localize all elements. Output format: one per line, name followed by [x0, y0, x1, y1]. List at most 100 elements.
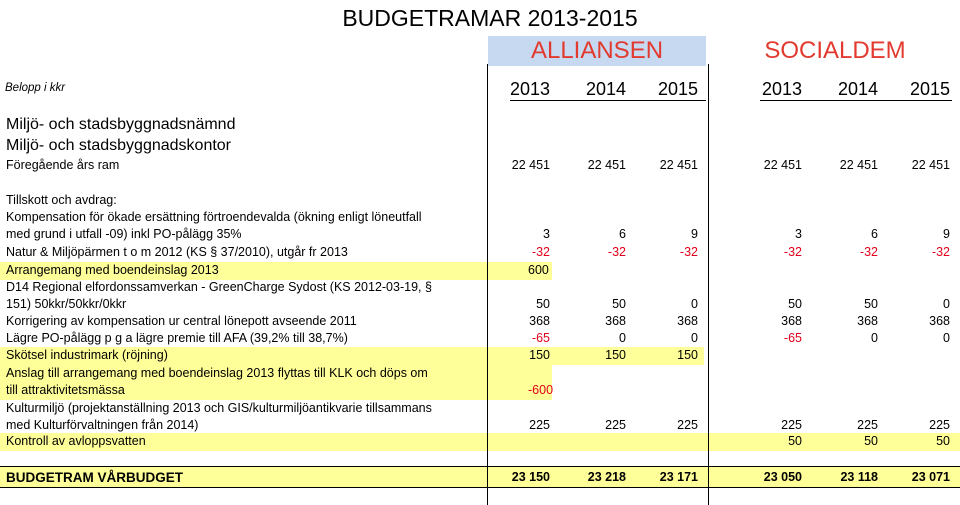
cell: 368 — [529, 314, 550, 328]
cell: 225 — [529, 418, 550, 432]
cell: 23 071 — [911, 470, 950, 484]
column-separator — [487, 64, 488, 505]
cell: 50 — [536, 297, 550, 311]
year-underline — [760, 100, 952, 101]
cell: 22 451 — [659, 158, 698, 172]
row-label: Skötsel industrimark (röjning) — [6, 348, 168, 362]
row-label: Korrigering av kompensation ur central l… — [6, 314, 357, 328]
total-divider — [0, 466, 960, 467]
cell: 368 — [605, 314, 626, 328]
cell: 150 — [605, 348, 626, 362]
cell: 225 — [605, 418, 626, 432]
cell: 225 — [781, 418, 802, 432]
cell: 50 — [612, 297, 626, 311]
cell: 23 171 — [659, 470, 698, 484]
row-label: Tillskott och avdrag: — [6, 193, 117, 207]
cell: -600 — [528, 383, 554, 397]
table-row: Kulturmiljö (projektanställning 2013 och… — [0, 400, 960, 434]
year-header: 2013 — [761, 79, 802, 99]
cell: 225 — [857, 418, 878, 432]
year-underline — [510, 100, 706, 101]
row-label: Föregående års ram — [6, 158, 120, 172]
cell: 0 — [691, 331, 698, 345]
cell: 6 — [619, 227, 626, 241]
cell: 50 — [864, 434, 878, 448]
cell: 368 — [929, 314, 950, 328]
row-label: Kulturmiljö (projektanställning 2013 och… — [6, 401, 432, 432]
row-highlight — [0, 433, 960, 451]
cell: 0 — [871, 331, 878, 345]
cell: -32 — [531, 245, 550, 259]
table-row: Anslag till arrangemang med boendeinslag… — [0, 365, 960, 400]
year-header: 2013 — [509, 79, 550, 99]
row-highlight — [0, 262, 552, 280]
table-row: Kompensation för ökade ersättning förtro… — [0, 209, 960, 243]
table-row: Tillskott och avdrag: — [0, 192, 960, 210]
table-row: Lägre PO-pålägg p g a lägre premie till … — [0, 330, 960, 348]
cell: 150 — [529, 348, 550, 362]
table-row: Korrigering av kompensation ur central l… — [0, 313, 960, 331]
cell: 225 — [929, 418, 950, 432]
cell: 22 451 — [763, 158, 802, 172]
cell: 225 — [677, 418, 698, 432]
cell: 0 — [943, 331, 950, 345]
cell: 22 451 — [587, 158, 626, 172]
cell: 50 — [936, 434, 950, 448]
cell: 6 — [871, 227, 878, 241]
row-highlight — [0, 347, 704, 365]
row-label: Kontroll av avloppsvatten — [6, 434, 146, 448]
cell: 9 — [943, 227, 950, 241]
cell: 50 — [788, 297, 802, 311]
cell: 368 — [781, 314, 802, 328]
cell: 368 — [677, 314, 698, 328]
cell: 3 — [795, 227, 802, 241]
table-row: Arrangemang med boendeinslag 2013 600 — [0, 262, 960, 280]
cell: -32 — [859, 245, 878, 259]
cell: 368 — [857, 314, 878, 328]
cell: -32 — [607, 245, 626, 259]
cell: 50 — [864, 297, 878, 311]
cell: 22 451 — [511, 158, 550, 172]
table-row: Föregående års ram 22 451 22 451 22 451 … — [0, 157, 960, 175]
cell: -32 — [931, 245, 950, 259]
cell: 22 451 — [839, 158, 878, 172]
cell: 22 451 — [911, 158, 950, 172]
unit-label: Belopp i kkr — [5, 82, 66, 94]
cell: -32 — [783, 245, 802, 259]
year-header: 2015 — [657, 79, 698, 99]
total-divider — [0, 487, 960, 488]
cell: 23 050 — [763, 470, 802, 484]
page-title: BUDGETRAMAR 2013-2015 — [342, 5, 638, 31]
cell: 23 218 — [587, 470, 626, 484]
row-highlight — [0, 467, 960, 487]
cell: 23 150 — [511, 470, 550, 484]
cell: 150 — [677, 348, 698, 362]
cell: 3 — [543, 227, 550, 241]
total-label: BUDGETRAM VÅRBUDGET — [6, 470, 183, 485]
row-label: Arrangemang med boendeinslag 2013 — [6, 263, 219, 277]
row-highlight — [0, 365, 552, 400]
row-label: D14 Regional elfordonssamverkan - GreenC… — [6, 280, 432, 311]
cell: 600 — [528, 263, 549, 277]
group-header-socialdem: SOCIALDEM — [764, 37, 906, 64]
row-label: Natur & Miljöpärmen t o m 2012 (KS § 37/… — [6, 245, 348, 259]
cell: 0 — [691, 297, 698, 311]
row-label: Anslag till arrangemang med boendeinslag… — [6, 366, 428, 397]
section-title: Miljö- och stadsbyggnadsnämnd — [6, 116, 236, 133]
year-header: 2015 — [909, 79, 950, 99]
column-separator — [708, 64, 709, 505]
cell: -65 — [783, 331, 802, 345]
table-row: Kontroll av avloppsvatten 50 50 50 — [0, 433, 960, 451]
row-label: Kompensation för ökade ersättning förtro… — [6, 210, 422, 241]
cell: -32 — [679, 245, 698, 259]
cell: 23 118 — [840, 470, 878, 484]
table-row: Skötsel industrimark (röjning) 150 150 1… — [0, 347, 960, 365]
section-subtitle: Miljö- och stadsbyggnadskontor — [6, 137, 232, 154]
cell: 0 — [619, 331, 626, 345]
row-label: Lägre PO-pålägg p g a lägre premie till … — [6, 331, 348, 345]
year-header: 2014 — [837, 79, 878, 99]
table-row: D14 Regional elfordonssamverkan - GreenC… — [0, 279, 960, 313]
group-header-alliansen: ALLIANSEN — [488, 36, 706, 66]
year-header: 2014 — [585, 79, 626, 99]
cell: -65 — [531, 331, 550, 345]
